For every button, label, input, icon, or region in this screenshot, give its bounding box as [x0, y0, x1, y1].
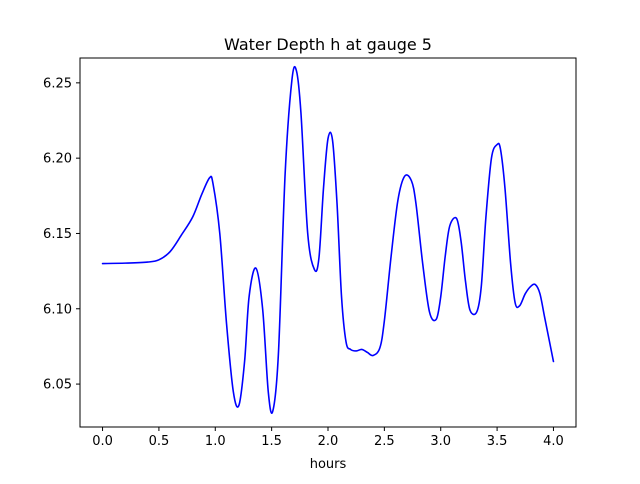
x-tick-label: 4.0	[543, 434, 564, 449]
plot-layer	[101, 65, 555, 414]
plot-frame	[79, 57, 577, 428]
series-line	[101, 65, 555, 414]
y-tick-label: 6.15	[43, 227, 72, 242]
x-axis-label: hours	[310, 457, 347, 472]
y-tick-label: 6.10	[43, 302, 72, 317]
chart-title: Water Depth h at gauge 5	[224, 35, 432, 54]
x-tick-label: 1.0	[205, 434, 226, 449]
y-tick-label: 6.05	[43, 378, 72, 393]
x-tick-label: 1.5	[261, 434, 282, 449]
x-tick-label: 3.0	[430, 434, 451, 449]
x-tick-label: 0.5	[149, 434, 170, 449]
x-tick-label: 3.5	[487, 434, 508, 449]
y-tick-label: 6.25	[43, 76, 72, 91]
x-tick-label: 0.0	[92, 434, 113, 449]
y-tick-label: 6.20	[43, 152, 72, 167]
x-tick-label: 2.0	[318, 434, 339, 449]
axes-layer: 0.0 0.5 1.0 1.5 2.0 2.5 3.0 3.5 4.0 6.05 6.10 6.15 6…	[43, 76, 564, 449]
x-tick-label: 2.5	[374, 434, 395, 449]
